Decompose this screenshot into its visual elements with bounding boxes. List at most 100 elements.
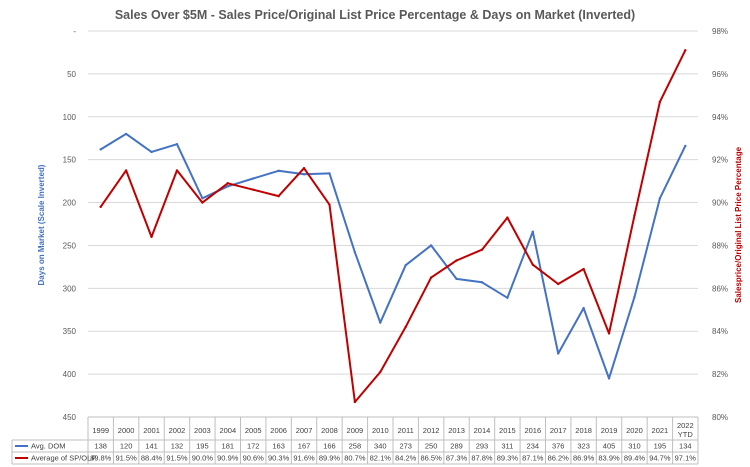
sp-olp-value: 86.2% [548, 454, 570, 463]
sp-olp-value: 91.5% [115, 454, 137, 463]
sp-olp-point [124, 169, 128, 172]
category-label: 2001 [143, 426, 160, 435]
sp-olp-point [506, 216, 509, 219]
right-tick-label: 92% [712, 156, 728, 165]
avg-dom-point [607, 377, 611, 380]
avg-dom-point [404, 263, 407, 267]
right-tick-label: 82% [712, 370, 728, 379]
left-tick-label: 100 [63, 113, 77, 122]
avg-dom-value: 138 [94, 442, 107, 451]
avg-dom-legend-label: Avg. DOM [31, 442, 65, 451]
category-label: 2016 [524, 426, 541, 435]
category-label: 2000 [118, 426, 135, 435]
avg-dom-point [379, 321, 382, 324]
avg-dom-point [633, 295, 636, 299]
avg-dom-value: 293 [476, 442, 489, 451]
avg-dom-value: 163 [272, 442, 285, 451]
category-label: 2021 [652, 426, 669, 435]
sp-olp-value: 83.9% [598, 454, 620, 463]
series-layer [99, 49, 687, 404]
avg-dom-point [150, 150, 153, 154]
category-label: 2018 [575, 426, 592, 435]
avg-dom-value: 340 [374, 442, 387, 451]
avg-dom-point [658, 197, 662, 200]
avg-dom-value: 289 [450, 442, 463, 451]
avg-dom-point [429, 244, 433, 247]
left-tick-label: 50 [67, 70, 76, 79]
sp-olp-value: 87.8% [471, 454, 493, 463]
avg-dom-value: 323 [577, 442, 590, 451]
category-label: 2012 [423, 426, 440, 435]
category-label: 2017 [550, 426, 567, 435]
sp-olp-value: 90.6% [243, 454, 265, 463]
avg-dom-value: 234 [527, 442, 540, 451]
sp-olp-line [99, 49, 687, 403]
sp-olp-point [404, 325, 407, 329]
sp-olp-value: 89.9% [319, 454, 341, 463]
sp-olp-point [252, 188, 255, 191]
sp-olp-value: 94.7% [649, 454, 671, 463]
avg-dom-point [252, 177, 255, 180]
chart-title: Sales Over $5M - Sales Price/Original Li… [115, 8, 635, 22]
avg-dom-value: 311 [501, 442, 513, 451]
sp-olp-value: 89.8% [90, 454, 112, 463]
category-label: 2006 [270, 426, 287, 435]
sp-olp-value: 90.3% [268, 454, 290, 463]
avg-dom-value: 195 [654, 442, 667, 451]
avg-dom-point [582, 306, 585, 310]
avg-dom-value: 250 [425, 442, 438, 451]
sp-olp-point [557, 282, 560, 286]
category-label: 2014 [474, 426, 491, 435]
avg-dom-point [201, 197, 204, 200]
sp-olp-point [150, 235, 153, 239]
category-label: 2008 [321, 426, 338, 435]
category-label: 2007 [296, 426, 313, 435]
sp-olp-point [175, 169, 179, 172]
category-label: YTD [678, 430, 694, 439]
avg-dom-point [557, 352, 560, 355]
sp-olp-value: 80.7% [344, 454, 366, 463]
left-tick-label: 300 [63, 284, 77, 293]
avg-dom-point [531, 230, 534, 233]
avg-dom-point [99, 148, 102, 151]
avg-dom-point [328, 172, 331, 175]
category-label: 1999 [92, 426, 109, 435]
right-tick-label: 96% [712, 70, 728, 79]
avg-dom-value: 258 [349, 442, 362, 451]
avg-dom-value: 273 [399, 442, 412, 451]
right-tick-label: 80% [712, 413, 728, 422]
sp-olp-value: 90.9% [217, 454, 239, 463]
left-tick-label: 450 [63, 413, 77, 422]
right-tick-label: 86% [712, 284, 728, 293]
category-label: 2002 [169, 426, 186, 435]
sp-olp-point [201, 201, 204, 204]
sp-olp-value: 89.4% [624, 454, 646, 463]
sp-olp-value: 91.5% [166, 454, 188, 463]
avg-dom-value: 310 [628, 442, 641, 451]
sp-olp-value: 87.1% [522, 454, 544, 463]
avg-dom-value: 134 [679, 442, 692, 451]
sp-olp-point [379, 370, 382, 374]
sp-olp-value: 90.0% [192, 454, 214, 463]
avg-dom-point [455, 277, 458, 281]
category-label: 2004 [219, 426, 236, 435]
avg-dom-value: 181 [222, 442, 235, 451]
avg-dom-point [353, 251, 357, 254]
avg-dom-value: 166 [323, 442, 336, 451]
right-tick-label: 90% [712, 199, 728, 208]
avg-dom-value: 195 [196, 442, 209, 451]
avg-dom-value: 132 [171, 442, 184, 451]
gridlines [88, 30, 698, 418]
category-label: 2020 [626, 426, 643, 435]
sp-olp-legend-label: Average of SP/OLP [31, 454, 96, 463]
data-table: 1999 2000 2001 2002 2003 2004 2005 2006 2007 2008… [11, 416, 699, 465]
category-label: 2011 [398, 426, 414, 435]
avg-dom-line [99, 132, 687, 380]
sp-olp-point [455, 259, 458, 262]
left-tick-label: 250 [63, 241, 77, 250]
avg-dom-point [124, 132, 128, 136]
avg-dom-point [302, 173, 306, 176]
avg-dom-point [684, 144, 687, 148]
category-label: 2009 [347, 426, 364, 435]
sp-olp-value: 87.3% [446, 454, 468, 463]
